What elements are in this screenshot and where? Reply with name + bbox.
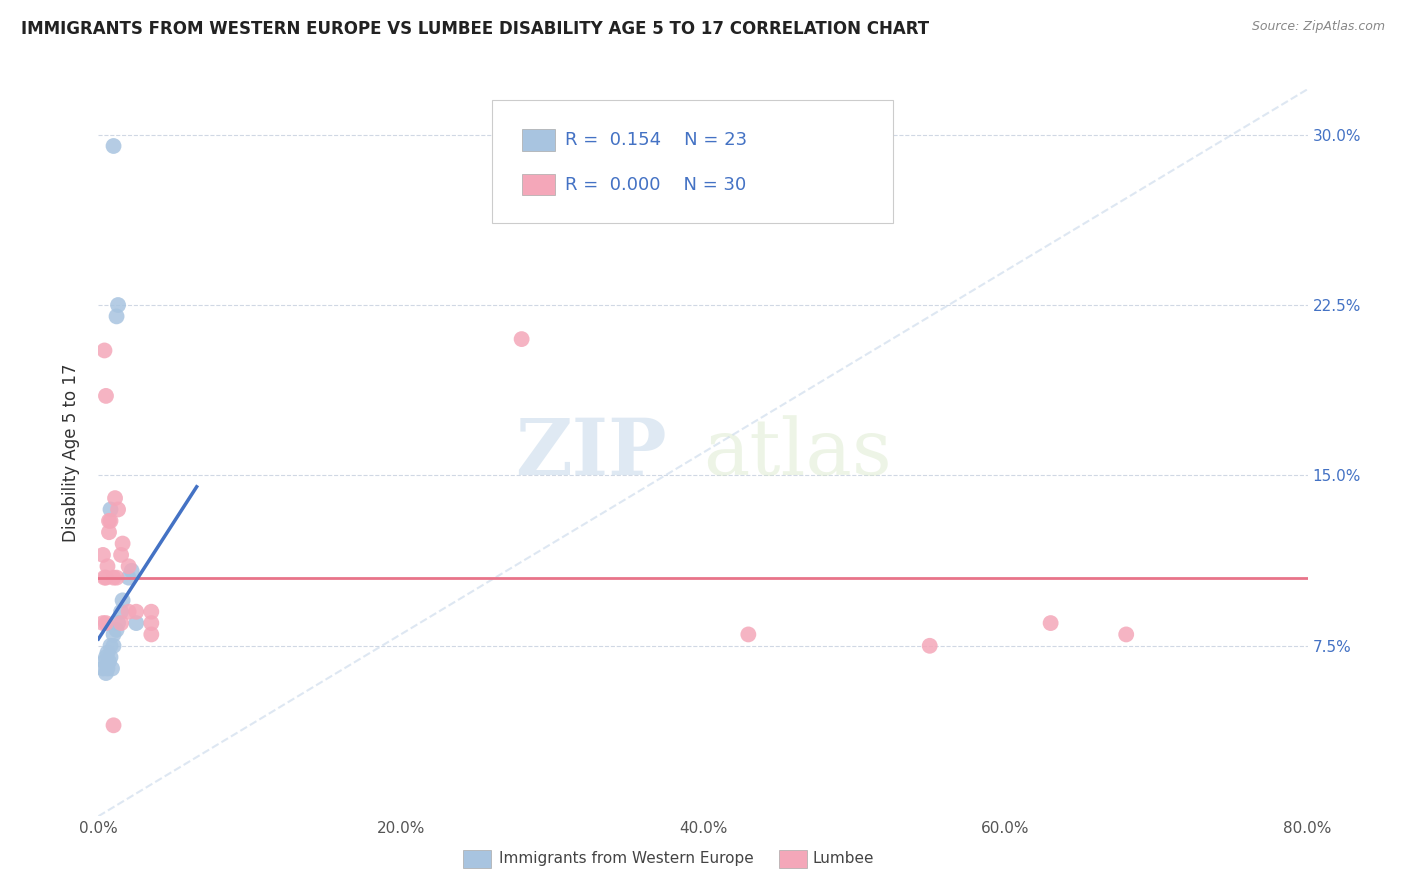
Point (918, 639, 941, 653)
Point (94, 650, 117, 665)
Point (121, 564, 143, 578)
Point (91, 616, 114, 631)
Point (1115, 627, 1137, 641)
Point (96, 646, 118, 660)
Point (141, 627, 163, 641)
Y-axis label: Disability Age 5 to 17: Disability Age 5 to 17 (62, 363, 80, 542)
Text: R =  0.154    N = 23: R = 0.154 N = 23 (565, 131, 748, 149)
Point (100, 650, 122, 665)
Point (100, 639, 122, 653)
Point (107, 502, 129, 516)
Point (93, 571, 115, 585)
Point (91, 661, 114, 675)
Point (107, 616, 129, 631)
Point (98, 525, 121, 540)
Point (111, 593, 134, 607)
Point (91, 548, 114, 562)
Point (103, 627, 125, 641)
Point (110, 548, 132, 562)
Text: atlas: atlas (703, 415, 891, 491)
Point (93, 343, 115, 358)
Point (105, 571, 128, 585)
Point (94, 389, 117, 403)
Point (118, 571, 141, 585)
Point (101, 661, 124, 675)
Point (103, 718, 125, 732)
Point (100, 502, 122, 516)
Text: R =  0.000    N = 30: R = 0.000 N = 30 (565, 176, 747, 194)
Point (118, 605, 141, 619)
Point (98, 514, 121, 528)
Point (96, 559, 118, 574)
Point (118, 559, 141, 574)
Point (510, 332, 533, 346)
Point (105, 623, 128, 637)
Text: Immigrants from Western Europe: Immigrants from Western Europe (499, 852, 754, 866)
Point (104, 491, 127, 505)
Text: Lumbee: Lumbee (813, 852, 875, 866)
Point (98, 655, 121, 669)
Point (141, 616, 163, 631)
Point (103, 639, 125, 653)
Text: Source: ZipAtlas.com: Source: ZipAtlas.com (1251, 20, 1385, 33)
Point (103, 139, 125, 153)
Point (100, 514, 122, 528)
Point (105, 310, 128, 324)
Point (94, 571, 117, 585)
Point (125, 616, 148, 631)
Text: IMMIGRANTS FROM WESTERN EUROPE VS LUMBEE DISABILITY AGE 5 TO 17 CORRELATION CHAR: IMMIGRANTS FROM WESTERN EUROPE VS LUMBEE… (21, 20, 929, 37)
Point (96, 661, 118, 675)
Point (107, 298, 129, 312)
Text: ZIP: ZIP (515, 415, 666, 491)
Point (1039, 616, 1062, 631)
Point (110, 616, 132, 631)
Point (94, 616, 117, 631)
Point (93, 655, 115, 669)
Point (125, 605, 148, 619)
Point (737, 627, 759, 641)
Point (94, 666, 117, 681)
Point (110, 605, 132, 619)
Point (111, 536, 134, 550)
Point (103, 571, 125, 585)
Point (141, 605, 163, 619)
